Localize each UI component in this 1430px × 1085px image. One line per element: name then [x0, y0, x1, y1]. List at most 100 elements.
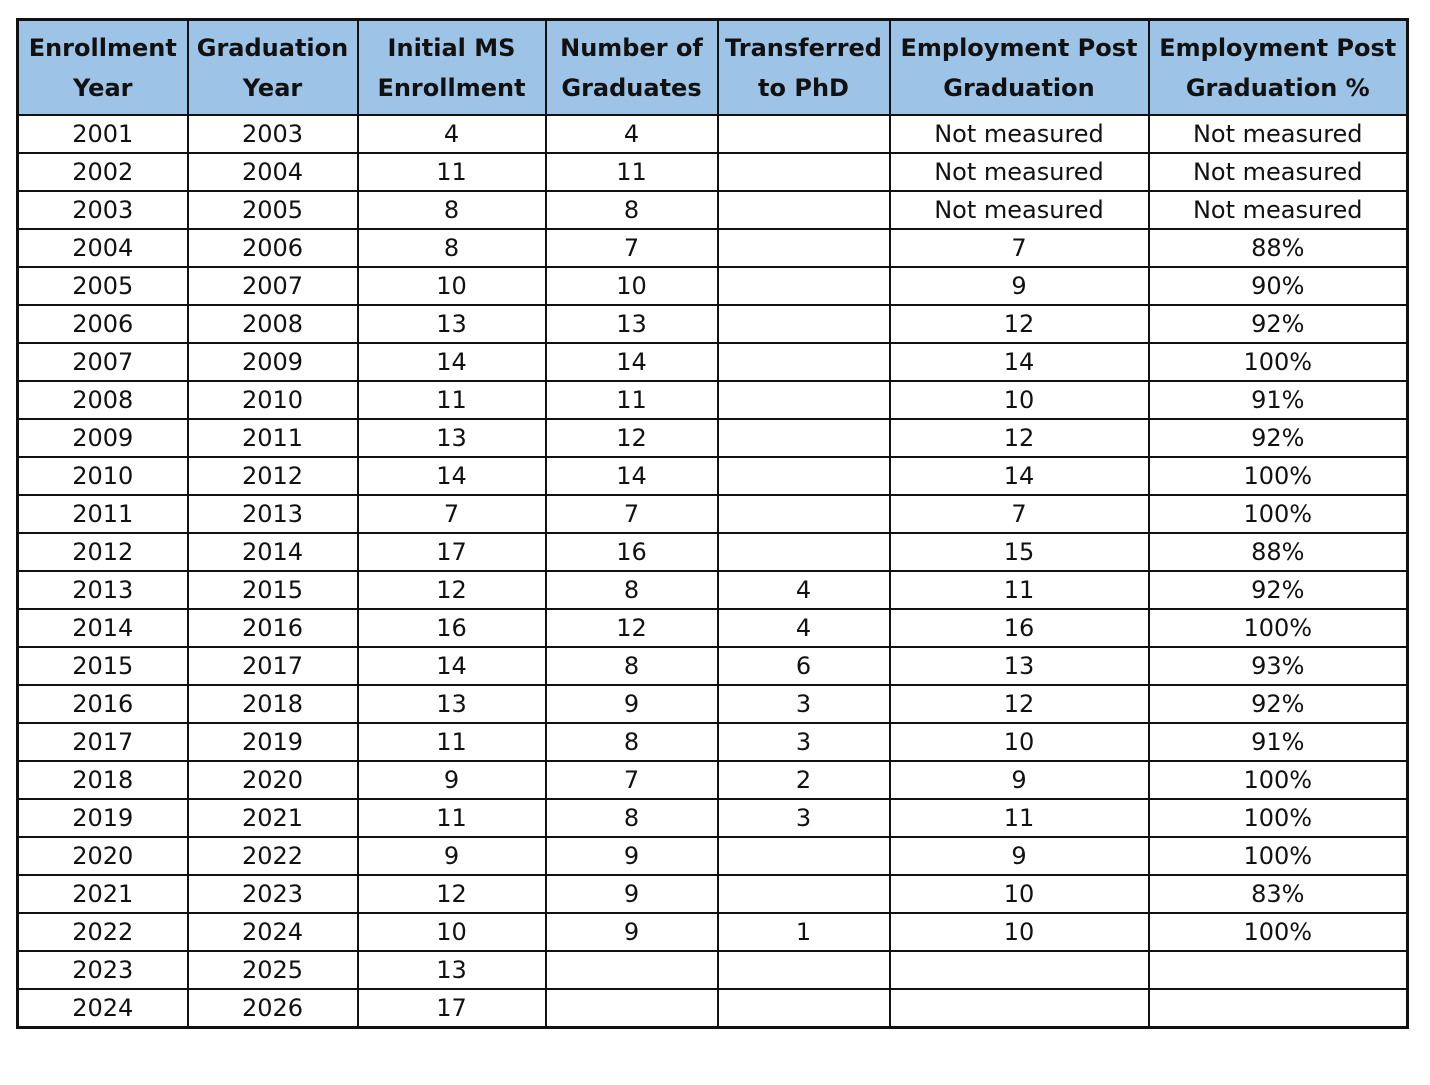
cell-enrollment-year: 2006: [16, 304, 189, 344]
cell-enrollment-year: 2003: [16, 190, 189, 230]
table-row: 2015 2017 14 8 6 13 93%: [16, 646, 1409, 686]
cell-enrollment-year: 2019: [16, 798, 189, 838]
cell-employment-post-graduation: 12: [888, 304, 1150, 344]
cell-employment-post-graduation: 14: [888, 456, 1150, 496]
cell-initial-ms-enrollment: 8: [356, 190, 547, 230]
header-line: Graduates: [561, 73, 702, 102]
cell-enrollment-year: 2012: [16, 532, 189, 572]
cell-transferred-to-phd: [716, 152, 891, 192]
cell-number-of-graduates: 13: [544, 304, 719, 344]
cell-enrollment-year: 2020: [16, 836, 189, 876]
cell-initial-ms-enrollment: 12: [356, 570, 547, 610]
cell-initial-ms-enrollment: 11: [356, 798, 547, 838]
cell-initial-ms-enrollment: 12: [356, 874, 547, 914]
header-line: Graduation: [943, 73, 1095, 102]
cell-number-of-graduates: [544, 988, 719, 1029]
cell-employment-post-graduation-percent: 90%: [1147, 266, 1409, 306]
cell-employment-post-graduation-percent: 100%: [1147, 760, 1409, 800]
cell-number-of-graduates: 8: [544, 570, 719, 610]
cell-graduation-year: 2007: [186, 266, 359, 306]
cell-number-of-graduates: 7: [544, 494, 719, 534]
table-row: 2014 2016 16 12 4 16 100%: [16, 608, 1409, 648]
cell-graduation-year: 2016: [186, 608, 359, 648]
cell-enrollment-year: 2023: [16, 950, 189, 990]
cell-transferred-to-phd: [716, 190, 891, 230]
cell-transferred-to-phd: 6: [716, 646, 891, 686]
header-line: Employment Post: [900, 33, 1138, 62]
cell-initial-ms-enrollment: 8: [356, 228, 547, 268]
cell-initial-ms-enrollment: 11: [356, 152, 547, 192]
cell-enrollment-year: 2014: [16, 608, 189, 648]
header-graduation-year: Graduation Year: [186, 18, 359, 116]
cell-transferred-to-phd: 4: [716, 570, 891, 610]
cell-employment-post-graduation-percent: 91%: [1147, 722, 1409, 762]
cell-employment-post-graduation-percent: Not measured: [1147, 152, 1409, 192]
cell-transferred-to-phd: [716, 874, 891, 914]
cell-number-of-graduates: 8: [544, 646, 719, 686]
cell-employment-post-graduation-percent: 92%: [1147, 418, 1409, 458]
header-line: Year: [242, 73, 303, 102]
cell-graduation-year: 2013: [186, 494, 359, 534]
table-row: 2001 2003 4 4 Not measured Not measured: [16, 114, 1409, 154]
cell-enrollment-year: 2009: [16, 418, 189, 458]
header-line: Enrollment: [377, 73, 526, 102]
cell-graduation-year: 2014: [186, 532, 359, 572]
cell-graduation-year: 2019: [186, 722, 359, 762]
cell-transferred-to-phd: [716, 304, 891, 344]
table-row: 2006 2008 13 13 12 92%: [16, 304, 1409, 344]
table-row: 2008 2010 11 11 10 91%: [16, 380, 1409, 420]
cell-graduation-year: 2008: [186, 304, 359, 344]
cell-transferred-to-phd: [716, 228, 891, 268]
cell-employment-post-graduation: 10: [888, 722, 1150, 762]
cell-employment-post-graduation-percent: [1147, 988, 1409, 1029]
cell-number-of-graduates: 11: [544, 380, 719, 420]
table-row: 2009 2011 13 12 12 92%: [16, 418, 1409, 458]
cell-graduation-year: 2003: [186, 114, 359, 154]
cell-employment-post-graduation: 16: [888, 608, 1150, 648]
cell-enrollment-year: 2024: [16, 988, 189, 1029]
cell-employment-post-graduation-percent: [1147, 950, 1409, 990]
cell-employment-post-graduation-percent: 92%: [1147, 570, 1409, 610]
cell-graduation-year: 2024: [186, 912, 359, 952]
cell-number-of-graduates: 8: [544, 798, 719, 838]
cell-graduation-year: 2023: [186, 874, 359, 914]
table-row: 2024 2026 17: [16, 988, 1409, 1029]
cell-number-of-graduates: 14: [544, 342, 719, 382]
cell-initial-ms-enrollment: 13: [356, 950, 547, 990]
header-employment-post-graduation-percent: Employment Post Graduation %: [1147, 18, 1409, 116]
cell-graduation-year: 2011: [186, 418, 359, 458]
cell-transferred-to-phd: [716, 950, 891, 990]
cell-employment-post-graduation-percent: 100%: [1147, 912, 1409, 952]
cell-graduation-year: 2005: [186, 190, 359, 230]
cell-graduation-year: 2010: [186, 380, 359, 420]
header-line: Graduation %: [1185, 73, 1370, 102]
cell-transferred-to-phd: 3: [716, 684, 891, 724]
header-line: Enrollment: [28, 33, 177, 62]
cell-employment-post-graduation-percent: 100%: [1147, 836, 1409, 876]
cell-number-of-graduates: 8: [544, 190, 719, 230]
table-row: 2005 2007 10 10 9 90%: [16, 266, 1409, 306]
cell-employment-post-graduation-percent: 100%: [1147, 608, 1409, 648]
cell-initial-ms-enrollment: 11: [356, 722, 547, 762]
cell-initial-ms-enrollment: 10: [356, 266, 547, 306]
cell-employment-post-graduation: 11: [888, 570, 1150, 610]
header-line: Initial MS: [387, 33, 516, 62]
table-row: 2012 2014 17 16 15 88%: [16, 532, 1409, 572]
table-row: 2019 2021 11 8 3 11 100%: [16, 798, 1409, 838]
cell-number-of-graduates: 4: [544, 114, 719, 154]
cell-enrollment-year: 2002: [16, 152, 189, 192]
table-row: 2011 2013 7 7 7 100%: [16, 494, 1409, 534]
cell-initial-ms-enrollment: 7: [356, 494, 547, 534]
cell-employment-post-graduation-percent: 91%: [1147, 380, 1409, 420]
header-employment-post-graduation: Employment Post Graduation: [888, 18, 1150, 116]
cell-enrollment-year: 2015: [16, 646, 189, 686]
cell-graduation-year: 2020: [186, 760, 359, 800]
cell-enrollment-year: 2008: [16, 380, 189, 420]
table-row: 2004 2006 8 7 7 88%: [16, 228, 1409, 268]
cell-graduation-year: 2012: [186, 456, 359, 496]
table-body: 2001 2003 4 4 Not measured Not measured 2002 20…: [16, 114, 1409, 1029]
cell-transferred-to-phd: [716, 836, 891, 876]
cell-transferred-to-phd: 2: [716, 760, 891, 800]
cell-transferred-to-phd: [716, 114, 891, 154]
cell-employment-post-graduation: Not measured: [888, 114, 1150, 154]
